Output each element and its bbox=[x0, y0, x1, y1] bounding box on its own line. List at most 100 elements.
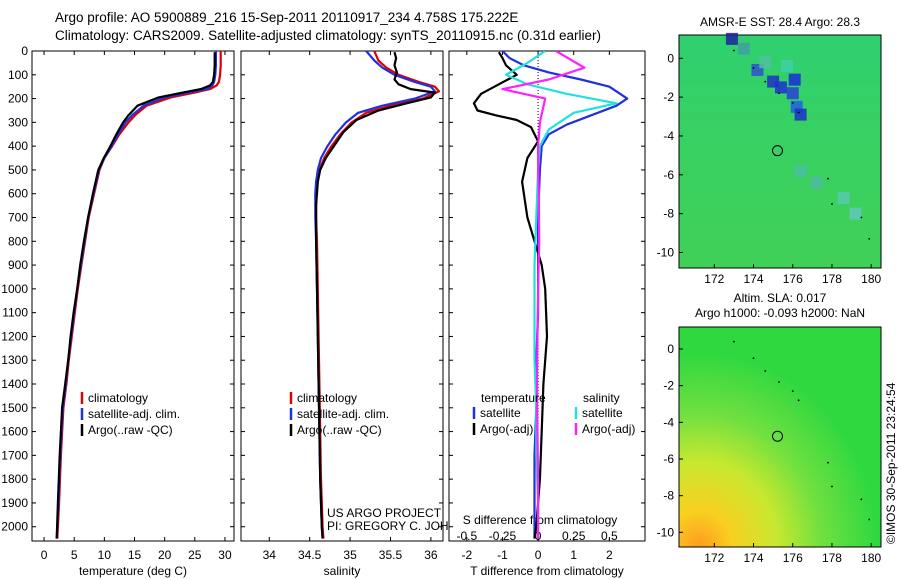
panel-difference: -2 -1 0 1 2 T difference from climatology -0.5… bbox=[448, 50, 646, 578]
map-xtick-label: 180 bbox=[861, 272, 881, 286]
imos-timestamp: ©IMOS 30-Sep-2011 23:24:54 bbox=[884, 382, 898, 544]
map-ytick-label: -8 bbox=[663, 489, 674, 503]
ytick-label: 1300 bbox=[1, 353, 28, 367]
legend-label: Argo(..raw -QC) bbox=[88, 423, 173, 437]
xlabel-salinity-difference: S difference from climatology bbox=[463, 513, 618, 527]
ytick-label: 1200 bbox=[1, 329, 28, 343]
series-line-argo-raw-qc- bbox=[315, 51, 436, 539]
legend-label: satellite bbox=[582, 406, 623, 420]
sst-anomaly-cell bbox=[786, 87, 799, 100]
ytick-label: 300 bbox=[8, 115, 28, 129]
map-ytick-label: -4 bbox=[663, 129, 674, 143]
island-dot bbox=[831, 203, 833, 205]
sla-map-title-2: Argo h1000: -0.093 h2000: NaN bbox=[695, 306, 865, 320]
xtick-label-salinity: 0.25 bbox=[562, 529, 586, 543]
map-ytick-label: -8 bbox=[663, 207, 674, 221]
map-xtick-label: 176 bbox=[783, 551, 803, 565]
xtick-label: 36 bbox=[424, 548, 438, 562]
ytick-label: 100 bbox=[8, 68, 28, 82]
legend-label: satellite-adj. clim. bbox=[297, 407, 389, 421]
island-dot bbox=[752, 357, 755, 360]
plot-title-line1: Argo profile: AO 5900889_216 15-Sep-2011… bbox=[55, 10, 519, 25]
island-dot bbox=[797, 399, 800, 402]
legend-label: climatology bbox=[88, 391, 148, 405]
island-dot bbox=[868, 518, 871, 521]
island-dot bbox=[827, 461, 829, 464]
sst-map-field bbox=[678, 34, 882, 269]
plot-title-line2: Climatology: CARS2009. Satellite-adjuste… bbox=[55, 28, 602, 43]
xtick-label: 34.5 bbox=[298, 548, 322, 562]
axes-box-temperature bbox=[31, 50, 235, 542]
island-dot bbox=[791, 390, 794, 393]
legend-title-salinity: salinity bbox=[583, 391, 620, 405]
ytick-label: 700 bbox=[8, 211, 28, 225]
ytick-label: 1000 bbox=[1, 282, 28, 296]
ytick-label: 1100 bbox=[2, 306, 28, 320]
axes-box-salinity bbox=[240, 50, 444, 542]
ytick-label: 1400 bbox=[1, 377, 28, 391]
island-dot bbox=[764, 80, 767, 83]
island-dot bbox=[764, 370, 767, 372]
legend-title-temperature: temperature bbox=[481, 391, 546, 405]
island-dot bbox=[791, 102, 794, 104]
map-xtick-label: 180 bbox=[861, 551, 881, 565]
xtick-label-salinity: -0.25 bbox=[489, 529, 517, 543]
island-dot bbox=[778, 92, 780, 95]
xtick-label: 2 bbox=[606, 548, 613, 562]
map-xtick-label: 174 bbox=[744, 551, 764, 565]
island-dot bbox=[778, 381, 780, 383]
island-dot bbox=[752, 67, 755, 69]
map-ytick-label: -2 bbox=[663, 379, 674, 393]
ytick-label: 2000 bbox=[1, 520, 28, 534]
xtick-label: 35.5 bbox=[379, 548, 403, 562]
axes-box-difference bbox=[448, 50, 646, 542]
series-line-t-argo-adj- bbox=[472, 51, 549, 539]
sst-anomaly-cell bbox=[737, 42, 750, 55]
xtick-label: 34 bbox=[263, 548, 277, 562]
map-ytick-label: -10 bbox=[657, 525, 675, 539]
xtick-label: 25 bbox=[188, 548, 202, 562]
island-dot bbox=[733, 49, 735, 52]
ytick-label: 500 bbox=[8, 163, 28, 177]
xtick-label: 0 bbox=[41, 548, 48, 562]
xtick-label: 0 bbox=[535, 548, 542, 562]
map-ytick-label: 0 bbox=[667, 342, 674, 356]
map-xtick-label: 172 bbox=[704, 551, 724, 565]
sst-anomaly-cell bbox=[774, 81, 787, 94]
panel-salinity: 34 34.5 35 35.5 36 salinity climatology satelli… bbox=[240, 50, 483, 578]
series-group-salinity bbox=[314, 51, 441, 539]
xtick-label: 20 bbox=[158, 548, 172, 562]
map-xtick-label: 172 bbox=[704, 272, 724, 286]
map-ytick-label: -10 bbox=[657, 245, 675, 259]
xtick-label: 35 bbox=[343, 548, 357, 562]
ytick-label: 1500 bbox=[1, 401, 28, 415]
panel-temperature: 0100200300400500600700800900100011001200… bbox=[1, 44, 235, 578]
xtick-label-salinity: 0.5 bbox=[601, 529, 618, 543]
series-group-temperature bbox=[55, 51, 222, 539]
sst-anomaly-cell bbox=[788, 73, 801, 86]
ytick-label: 1800 bbox=[1, 472, 28, 486]
map-ytick-label: -6 bbox=[663, 168, 674, 182]
sst-float-location-marker bbox=[771, 145, 783, 157]
ytick-label: 1900 bbox=[1, 496, 28, 510]
sst-anomaly-cell bbox=[759, 56, 772, 69]
legend-label: satellite-adj. clim. bbox=[88, 407, 180, 421]
sst-anomaly-cell bbox=[837, 192, 850, 205]
sst-anomaly-cell bbox=[849, 207, 862, 220]
xtick-label: 5 bbox=[71, 548, 78, 562]
sst-anomaly-cell bbox=[725, 32, 738, 45]
sla-map-title-1: Altim. SLA: 0.017 bbox=[734, 291, 827, 305]
sst-map bbox=[678, 32, 882, 269]
island-dot bbox=[827, 177, 829, 180]
xtick-label: 30 bbox=[218, 548, 232, 562]
map-xtick-label: 178 bbox=[822, 551, 842, 565]
ytick-label: 400 bbox=[8, 139, 28, 153]
series-line-argo-raw-qc- bbox=[55, 52, 216, 539]
map-xtick-label: 176 bbox=[783, 272, 803, 286]
island-dot bbox=[733, 340, 735, 343]
legend-label: Argo(-adj) bbox=[480, 422, 533, 436]
sst-anomaly-cell bbox=[794, 108, 807, 121]
legend-label: climatology bbox=[297, 391, 357, 405]
project-annotation: PI: GREGORY C. JOHNSON bbox=[327, 519, 483, 533]
